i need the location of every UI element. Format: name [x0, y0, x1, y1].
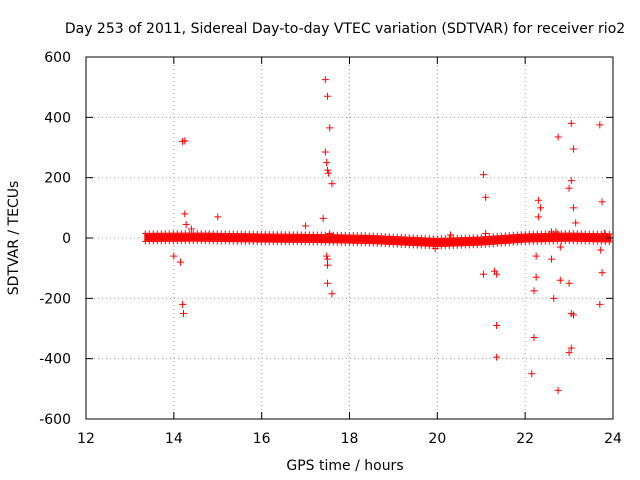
data-point	[552, 228, 560, 236]
data-point	[565, 279, 573, 287]
data-point	[319, 214, 327, 222]
data-point	[321, 76, 329, 84]
data-point	[534, 213, 542, 221]
data-point	[321, 148, 329, 156]
data-point	[214, 213, 222, 221]
y-tick-label: 400	[44, 110, 71, 126]
data-point	[182, 220, 190, 228]
data-point	[600, 229, 608, 237]
data-point	[326, 124, 334, 132]
x-tick-label: 12	[77, 431, 95, 447]
axis-ticks	[85, 56, 614, 420]
data-point	[326, 229, 334, 237]
y-tick-label: 200	[44, 171, 71, 187]
data-point	[181, 137, 189, 145]
data-point	[565, 349, 573, 357]
data-point	[482, 193, 490, 201]
data-point	[532, 273, 540, 281]
data-point	[170, 252, 178, 260]
y-tick-label: -200	[39, 291, 71, 307]
data-point	[530, 287, 538, 295]
x-tick-label: 18	[341, 431, 359, 447]
data-point	[567, 344, 575, 352]
data-point	[179, 300, 187, 308]
x-axis-label: GPS time / hours	[286, 458, 403, 474]
x-tick-label: 16	[253, 431, 271, 447]
data-point	[554, 133, 562, 141]
data-point	[323, 159, 331, 167]
data-point	[550, 294, 558, 302]
data-point	[493, 321, 501, 329]
data-point	[598, 198, 606, 206]
data-point	[328, 290, 336, 298]
data-point	[569, 311, 577, 319]
data-point	[554, 386, 562, 394]
data-point	[176, 258, 184, 266]
data-point	[323, 252, 331, 260]
data-point	[493, 353, 501, 361]
data-point	[328, 180, 336, 188]
data-point	[565, 184, 573, 192]
data-point	[598, 269, 606, 277]
data-point	[534, 196, 542, 204]
data-point	[556, 276, 564, 284]
data-point	[205, 231, 213, 239]
data-point	[530, 334, 538, 342]
data-point	[324, 169, 332, 177]
x-tick-label: 24	[604, 431, 622, 447]
data-point	[532, 252, 540, 260]
data-point	[324, 166, 332, 174]
data-point	[179, 309, 187, 317]
y-tick-label: 600	[44, 50, 71, 66]
data-point	[596, 121, 604, 129]
data-points	[170, 76, 608, 394]
x-tick-label: 22	[516, 431, 534, 447]
data-point	[187, 225, 195, 233]
data-point	[324, 92, 332, 100]
data-point	[569, 204, 577, 212]
data-point	[528, 370, 536, 378]
data-point	[493, 270, 501, 278]
data-point	[567, 119, 575, 127]
data-point	[324, 279, 332, 287]
data-point	[548, 255, 556, 263]
data-point	[447, 231, 455, 239]
data-point	[597, 246, 605, 254]
data-point	[479, 270, 487, 278]
data-point	[556, 243, 564, 251]
y-axis-label: SDTVAR / TECUs	[6, 181, 22, 296]
data-point	[596, 300, 604, 308]
chart-title: Day 253 of 2011, Sidereal Day-to-day VTE…	[65, 21, 625, 37]
band-marker	[606, 238, 613, 245]
data-point	[537, 204, 545, 212]
data-point	[479, 171, 487, 179]
y-tick-label: 0	[62, 231, 71, 247]
data-point	[569, 145, 577, 153]
data-point	[567, 177, 575, 185]
data-point	[324, 261, 332, 269]
x-tick-label: 14	[165, 431, 183, 447]
data-point	[181, 210, 189, 218]
tick-labels: 12 14 16 18 20 22 24 -600 -400 -200 0 200 400 600	[39, 50, 622, 447]
data-point	[572, 219, 580, 227]
data-point	[482, 229, 490, 237]
data-point	[302, 222, 310, 230]
y-tick-label: -400	[39, 352, 71, 368]
data-band	[142, 230, 613, 250]
y-tick-label: -600	[39, 412, 71, 428]
x-tick-label: 20	[428, 431, 446, 447]
data-point	[324, 255, 332, 263]
data-point	[431, 245, 439, 253]
